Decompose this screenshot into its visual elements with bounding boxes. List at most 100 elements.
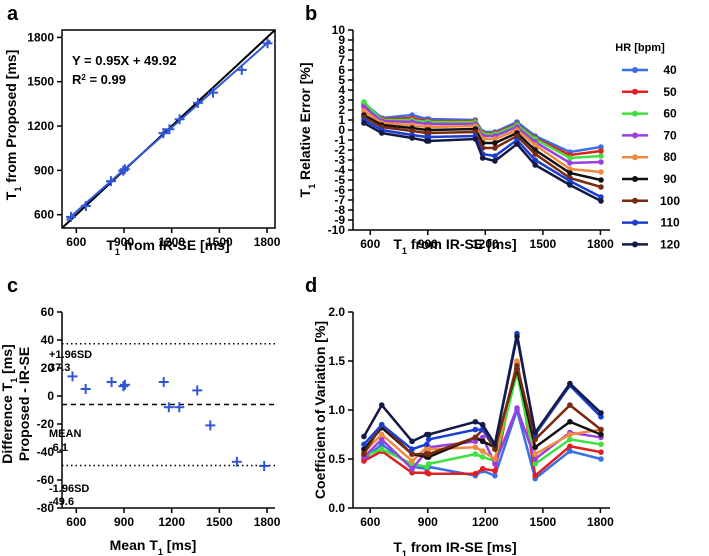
d-series-point-120 — [361, 433, 367, 440]
d-series-point-90 — [598, 431, 604, 438]
b-series-point-110 — [514, 137, 520, 143]
d-series-point-70 — [492, 461, 498, 467]
d-x-tick-label: 1200 — [472, 515, 499, 529]
d-y-tick-label: 0.5 — [328, 452, 345, 466]
b-y-tick-label: -8 — [334, 203, 345, 217]
b-x-tick-label: 1500 — [530, 237, 557, 251]
b-y-tick-label: 3 — [338, 93, 345, 107]
b-series-line-90 — [363, 113, 602, 182]
d-series-point-60 — [378, 446, 385, 453]
d-series-point-90 — [479, 438, 486, 445]
b-series-point-90 — [567, 170, 573, 176]
panel-c-letter: c — [7, 275, 18, 297]
panel-c-x-axis-label: Mean T1 [ms] — [110, 537, 197, 556]
b-series-line-100 — [363, 115, 602, 189]
d-series-point-50 — [532, 472, 539, 479]
d-series-point-40 — [567, 448, 573, 454]
d-series-point-80 — [378, 431, 385, 438]
d-y-tick-label: 0.0 — [328, 501, 345, 515]
panel-a-letter: a — [7, 3, 19, 25]
b-y-tick-label: -4 — [334, 163, 345, 177]
d-series-point-100 — [472, 434, 479, 441]
b-series-point-60 — [567, 155, 573, 161]
b-series-point-80 — [598, 169, 604, 175]
d-series-point-50 — [425, 470, 432, 477]
panel-c: c 600 900 1200 1500 1800-80-60-40-200204060 … — [0, 275, 281, 556]
panel-d-y-axis-label: Coefficient of Variation [%] — [312, 321, 328, 499]
b-legend-marker-100 — [632, 197, 638, 204]
d-series-point-80 — [479, 448, 486, 454]
b-y-tick-label: -1 — [334, 133, 345, 147]
d-series-point-80 — [514, 358, 520, 364]
b-legend-label-50: 50 — [663, 85, 677, 99]
b-series-line-120 — [363, 121, 602, 203]
c-y-tick-label: 0 — [47, 389, 54, 403]
d-series-point-110 — [378, 421, 385, 428]
b-legend-label-60: 60 — [663, 107, 677, 121]
d-series-point-80 — [409, 458, 415, 464]
panel-d-plot: 600 900 1200 1500 1800 0.0 0.5 1.0 1.5 2.0 — [328, 305, 614, 529]
b-legend-marker-120 — [632, 241, 638, 248]
a-y-tick-label: 1200 — [27, 119, 54, 133]
panel-c-y-axis-label-line2: Proposed - IR-SE — [16, 347, 32, 461]
panel-c-y-axis-label-line1: Difference T1 [ms] — [0, 344, 19, 463]
b-series-point-120 — [514, 141, 520, 147]
d-x-tick-label: 600 — [360, 515, 380, 529]
d-series-point-120 — [514, 333, 520, 340]
c-y-tick-label: -40 — [37, 445, 55, 459]
b-legend-label-40: 40 — [663, 63, 677, 77]
d-x-tick-label: 1800 — [587, 515, 614, 529]
b-series-point-60 — [361, 99, 367, 105]
a-y-tick-label: 900 — [34, 163, 54, 177]
b-y-tick-label: 9 — [338, 33, 345, 47]
b-series-point-100 — [598, 184, 604, 190]
b-series-point-100 — [532, 151, 539, 157]
b-series-point-120 — [479, 155, 486, 161]
b-series-point-120 — [378, 130, 385, 136]
d-series-point-70 — [479, 434, 486, 441]
b-series-point-70 — [567, 160, 573, 166]
b-legend-marker-110 — [632, 219, 638, 226]
b-series-point-120 — [598, 198, 604, 204]
panel-c-mean-label: MEAN — [49, 428, 81, 440]
b-series-point-70 — [361, 104, 367, 110]
a-y-tick-label: 1800 — [27, 30, 54, 44]
c-x-tick-label: 1800 — [254, 515, 281, 529]
c-x-tick-label: 600 — [66, 515, 86, 529]
panel-c-upper-sd-value: 37.3 — [49, 362, 70, 374]
d-series-point-100 — [567, 402, 573, 408]
b-x-tick-label: 600 — [360, 237, 380, 251]
b-y-tick-label: 10 — [332, 23, 346, 37]
d-series-point-100 — [514, 363, 520, 369]
b-y-tick-label: -7 — [334, 193, 345, 207]
b-legend-marker-50 — [632, 88, 638, 95]
d-series-point-100 — [598, 426, 604, 433]
b-series-point-50 — [598, 148, 604, 154]
b-series-point-80 — [567, 166, 573, 172]
panel-d-letter: d — [305, 275, 317, 297]
d-series-point-60 — [425, 461, 432, 467]
d-series-line-120 — [362, 336, 602, 448]
panel-a-r-squared: R2 = 0.99 — [72, 72, 126, 87]
c-y-tick-label: 40 — [41, 333, 55, 347]
panel-b-plot: 600 900 1200 1500 1800-10-9-8-7-6-5-4-3-2-10… — [328, 23, 614, 251]
panel-b-x-axis-label: T1 from IR-SE [ms] — [393, 236, 516, 256]
b-y-tick-label: -10 — [328, 223, 346, 237]
c-x-tick-label: 900 — [114, 515, 134, 529]
b-series-point-100 — [472, 129, 479, 135]
b-series-point-100 — [409, 128, 415, 134]
panel-d-x-axis-label: T1 from IR-SE [ms] — [393, 539, 516, 556]
b-y-tick-label: -3 — [334, 153, 345, 167]
c-y-tick-label: -20 — [37, 417, 55, 431]
d-series-point-70 — [514, 405, 520, 411]
d-series-point-100 — [409, 451, 415, 457]
d-series-point-80 — [492, 456, 498, 462]
d-series-line-100 — [362, 365, 602, 456]
d-series-point-120 — [425, 431, 432, 438]
d-series-point-60 — [479, 454, 486, 460]
b-x-tick-label: 900 — [418, 237, 438, 251]
d-series-point-110 — [598, 414, 604, 420]
b-series-line-80 — [363, 109, 602, 174]
b-legend-marker-70 — [632, 132, 638, 139]
